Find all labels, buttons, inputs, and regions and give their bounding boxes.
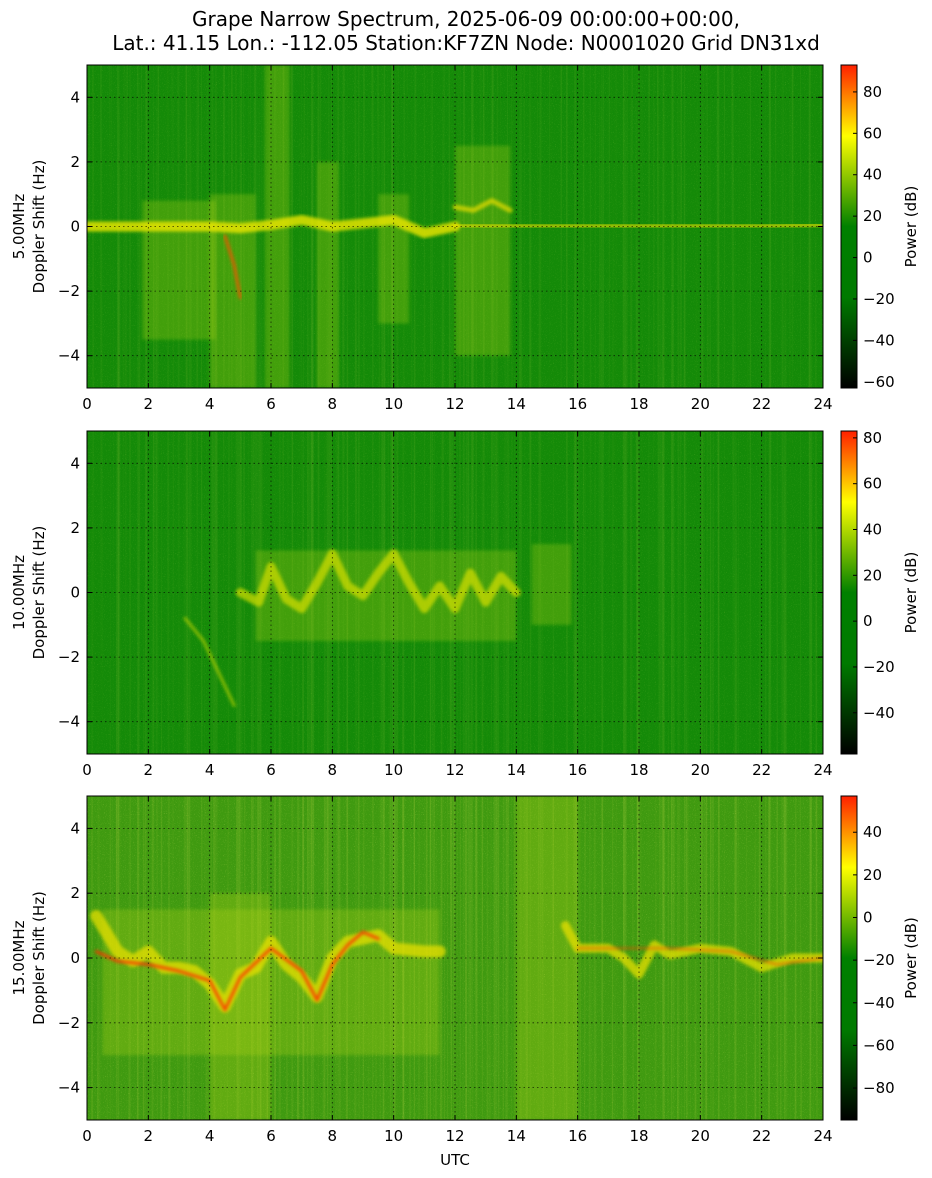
x-tick-label: 22 <box>752 761 771 779</box>
y-tick-label: 2 <box>70 519 80 537</box>
y-tick-label: −2 <box>58 1014 80 1032</box>
x-tick-label: 12 <box>445 395 464 413</box>
colorbar-tick-label: 60 <box>863 475 882 493</box>
colorbar-tick-label: 0 <box>863 612 873 630</box>
y-axis-label: Doppler Shift (Hz) <box>30 160 48 294</box>
x-tick-label: 4 <box>205 1127 215 1145</box>
y-tick-label: 2 <box>70 153 80 171</box>
x-tick-label: 16 <box>568 395 587 413</box>
x-tick-label: 0 <box>82 395 92 413</box>
y-tick-label: 4 <box>70 819 80 837</box>
x-tick-label: 22 <box>752 395 771 413</box>
x-tick-label: 6 <box>266 1127 276 1145</box>
y-tick-label: −4 <box>58 347 80 365</box>
colorbar-tick-label: −20 <box>863 290 895 308</box>
chart-title-line-2: Lat.: 41.15 Lon.: -112.05 Station:KF7ZN … <box>112 31 820 55</box>
colorbar: −80 −60 −40 −20 0 20 40 Power (dB) <box>840 795 920 1121</box>
colorbar-tick-label: −40 <box>863 331 895 349</box>
x-tick-label: 14 <box>507 1127 526 1145</box>
colorbar-tick-label: 40 <box>863 166 882 184</box>
colorbar-tick-label: 80 <box>863 83 882 101</box>
x-tick-label: 2 <box>144 1127 154 1145</box>
x-tick-label: 4 <box>205 395 215 413</box>
colorbar-tick-label: 20 <box>863 566 882 584</box>
x-tick-label: 24 <box>813 1127 832 1145</box>
x-tick-label: 24 <box>813 395 832 413</box>
colorbar-label: Power (dB) <box>902 917 920 999</box>
x-tick-label: 14 <box>507 395 526 413</box>
colorbar-tick-label: −60 <box>863 373 895 391</box>
x-tick-label: 20 <box>691 395 710 413</box>
colorbar-tick-label: −40 <box>863 704 895 722</box>
colorbar-tick-label: 60 <box>863 124 882 142</box>
x-axis-label: UTC <box>440 1151 470 1169</box>
colorbar-label: Power (dB) <box>902 552 920 634</box>
y-tick-label: −4 <box>58 713 80 731</box>
x-tick-label: 8 <box>328 761 338 779</box>
colorbar-tick-label: 40 <box>863 823 882 841</box>
x-tick-label: 0 <box>82 761 92 779</box>
frequency-label: 15.00MHz <box>10 920 28 995</box>
x-tick-label: 8 <box>328 395 338 413</box>
y-tick-label: 2 <box>70 884 80 902</box>
colorbar-tick-label: −20 <box>863 658 895 676</box>
y-tick-label: −4 <box>58 1079 80 1097</box>
x-tick-label: 20 <box>691 1127 710 1145</box>
y-axis-label: Doppler Shift (Hz) <box>30 526 48 660</box>
x-tick-label: 18 <box>629 1127 648 1145</box>
x-tick-label: 20 <box>691 761 710 779</box>
x-tick-label: 6 <box>266 761 276 779</box>
y-tick-label: −2 <box>58 648 80 666</box>
y-axis-label: Doppler Shift (Hz) <box>30 891 48 1025</box>
y-tick-label: −2 <box>58 282 80 300</box>
colorbar: −60 −40 −20 0 20 40 60 80 Power (dB) <box>840 64 920 391</box>
x-tick-label: 2 <box>144 395 154 413</box>
y-tick-label: 0 <box>70 584 80 602</box>
frequency-label: 5.00MHz <box>10 194 28 260</box>
x-tick-label: 4 <box>205 761 215 779</box>
x-tick-label: 18 <box>629 395 648 413</box>
x-tick-label: 18 <box>629 761 648 779</box>
colorbar-tick-label: −40 <box>863 994 895 1012</box>
x-tick-label: 16 <box>568 1127 587 1145</box>
x-tick-label: 24 <box>813 761 832 779</box>
colorbar-gradient <box>840 430 858 755</box>
colorbar-tick-label: −80 <box>863 1079 895 1097</box>
y-tick-label: 0 <box>70 218 80 236</box>
colorbar-tick-label: 80 <box>863 429 882 447</box>
colorbar: −40 −20 0 20 40 60 80 Power (dB) <box>840 429 920 755</box>
x-tick-label: 22 <box>752 1127 771 1145</box>
colorbar-tick-label: 20 <box>863 866 882 884</box>
y-tick-label: 0 <box>70 949 80 967</box>
x-tick-label: 0 <box>82 1127 92 1145</box>
y-tick-label: 4 <box>70 454 80 472</box>
x-tick-label: 8 <box>328 1127 338 1145</box>
y-tick-label: 4 <box>70 88 80 106</box>
frequency-label: 10.00MHz <box>10 555 28 630</box>
colorbar-tick-label: 20 <box>863 207 882 225</box>
colorbar-tick-label: −60 <box>863 1036 895 1054</box>
x-tick-label: 14 <box>507 761 526 779</box>
x-tick-label: 10 <box>384 761 403 779</box>
x-tick-label: 12 <box>445 761 464 779</box>
x-tick-label: 12 <box>445 1127 464 1145</box>
x-tick-label: 16 <box>568 761 587 779</box>
x-tick-label: 10 <box>384 1127 403 1145</box>
x-tick-label: 10 <box>384 395 403 413</box>
colorbar-gradient <box>840 64 858 389</box>
x-tick-label: 6 <box>266 395 276 413</box>
colorbar-tick-label: 0 <box>863 249 873 267</box>
colorbar-gradient <box>840 795 858 1121</box>
chart-title-line-1: Grape Narrow Spectrum, 2025-06-09 00:00:… <box>192 7 740 31</box>
colorbar-tick-label: 40 <box>863 521 882 539</box>
x-tick-label: 2 <box>144 761 154 779</box>
colorbar-tick-label: 0 <box>863 909 873 927</box>
colorbar-label: Power (dB) <box>902 186 920 268</box>
colorbar-tick-label: −20 <box>863 951 895 969</box>
